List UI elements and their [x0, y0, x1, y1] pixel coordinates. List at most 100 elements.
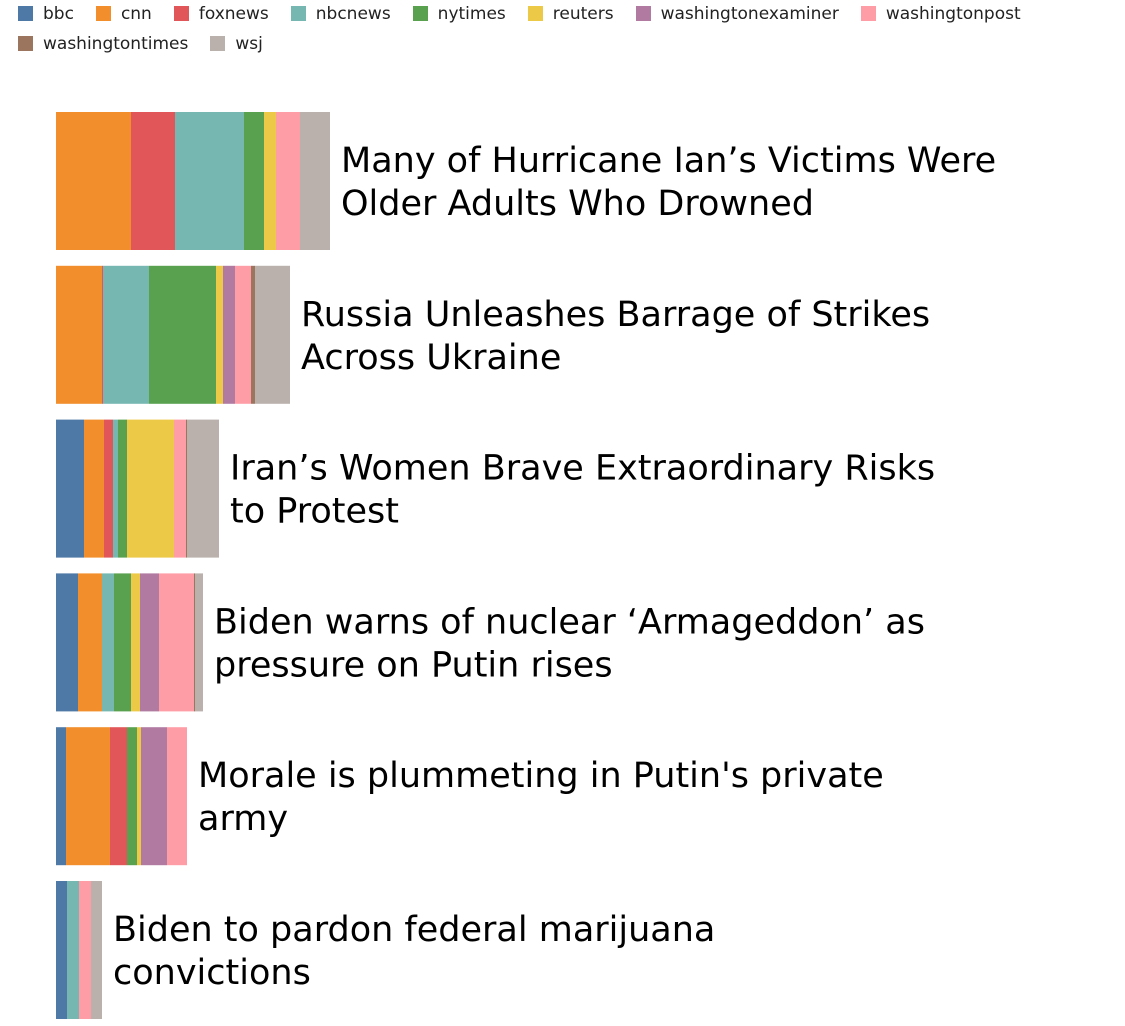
bar-segment-washingtontimes: [251, 265, 255, 404]
story-bar-group: Biden warns of nuclear ‘Armageddon’ as pr…: [56, 573, 925, 712]
legend-swatch-nytimes: [412, 6, 428, 21]
bar-segment-cnn: [56, 265, 102, 404]
legend-item-foxnews: foxnews: [173, 3, 269, 24]
bar-segment-cnn: [78, 573, 102, 712]
bar-segment-washingtontimes: [186, 419, 187, 558]
legend-item-nbcnews: nbcnews: [290, 3, 391, 24]
bar-segment-wsj: [255, 265, 290, 404]
legend-label-foxnews: foxnews: [198, 3, 269, 24]
legend-label-bbc: bbc: [43, 3, 74, 24]
legend-label-wsj: wsj: [235, 33, 263, 54]
bar-segment-reuters: [137, 727, 141, 866]
story-title-line: Iran’s Women Brave Extraordinary Risks: [230, 449, 935, 489]
legend-label-nbcnews: nbcnews: [315, 3, 391, 24]
bar-segment-bbc: [56, 573, 78, 712]
story-title-line: Biden warns of nuclear ‘Armageddon’ as: [214, 602, 925, 642]
legend-label-washingtontimes: washingtontimes: [43, 33, 189, 54]
bar-segment-bbc: [56, 881, 67, 1019]
legend-item-wsj: wsj: [210, 33, 263, 54]
bar-segment-foxnews: [110, 727, 127, 866]
legend-swatch-washingtontimes: [18, 36, 33, 51]
bar-segment-nbcnews: [175, 112, 244, 250]
bar-segment-wsj: [91, 881, 102, 1019]
legend-label-cnn: cnn: [120, 3, 152, 24]
story-title-line: convictions: [113, 953, 311, 993]
bar-segment-nytimes: [118, 419, 127, 558]
legend-item-bbc: bbc: [18, 3, 74, 24]
legend-swatch-bbc: [18, 6, 33, 21]
bar-segment-nytimes: [244, 112, 264, 250]
story-title: Russia Unleashes Barrage of Strikes Acros…: [301, 295, 930, 378]
story-title-line: to Protest: [230, 492, 399, 532]
story-bar-group: Biden to pardon federal marijuana convict…: [56, 881, 715, 1019]
legend-swatch-nbcnews: [290, 6, 306, 21]
story-title-line: pressure on Putin rises: [214, 645, 613, 685]
bar-segment-nytimes: [149, 265, 216, 404]
bar-segment-washingtonexaminer: [140, 573, 159, 712]
bar-segment-washingtonexaminer: [223, 265, 235, 404]
bar-segment-nbcnews: [103, 265, 149, 404]
story-title-line: Morale is plummeting in Putin's private: [198, 756, 884, 796]
legend-label-washingtonexaminer: washingtonexaminer: [660, 3, 839, 24]
bar-segment-reuters: [131, 573, 140, 712]
story-title: Biden to pardon federal marijuana convict…: [113, 910, 715, 993]
bar-segment-cnn: [84, 419, 104, 558]
bar-segment-nytimes: [127, 727, 137, 866]
bar-segment-reuters: [127, 419, 174, 558]
story-title-line: army: [198, 799, 288, 839]
bar-segment-reuters: [264, 112, 276, 250]
story-bar-group: Many of Hurricane Ian’s Victims Were Olde…: [56, 112, 996, 250]
story-title: Morale is plummeting in Putin's private a…: [198, 756, 884, 839]
bar-segment-wsj: [187, 419, 219, 558]
bar-segment-foxnews: [131, 112, 175, 250]
legend-item-cnn: cnn: [95, 3, 152, 24]
bar-segment-washingtonpost: [235, 265, 251, 404]
story-title-line: Across Ukraine: [301, 338, 561, 378]
legend-label-nytimes: nytimes: [437, 3, 506, 24]
legend-swatch-washingtonexaminer: [635, 6, 651, 21]
story-bar-group: Iran’s Women Brave Extraordinary Risks to…: [56, 419, 935, 558]
bar-segment-washingtonpost: [276, 112, 300, 250]
legend-swatch-wsj: [210, 36, 226, 51]
legend-item-washingtontimes: washingtontimes: [18, 33, 188, 54]
legend: bbc cnn foxnews nbcnews nytimes reuters washin…: [18, 3, 1108, 54]
legend-swatch-reuters: [527, 6, 543, 21]
story-title-line: Biden to pardon federal marijuana: [113, 910, 715, 950]
legend-swatch-cnn: [95, 6, 111, 21]
bar-segment-washingtontimes: [194, 573, 195, 712]
bar-segment-foxnews: [104, 419, 113, 558]
bar-segment-bbc: [56, 727, 66, 866]
legend-item-reuters: reuters: [527, 3, 614, 24]
story-title-line: Many of Hurricane Ian’s Victims Were: [341, 141, 996, 181]
story-title: Iran’s Women Brave Extraordinary Risks to…: [230, 449, 935, 532]
bar-segment-nbcnews: [102, 573, 114, 712]
story-title-line: Russia Unleashes Barrage of Strikes: [301, 295, 930, 335]
bar-segment-foxnews: [102, 265, 103, 404]
legend-label-washingtonpost: washingtonpost: [885, 3, 1021, 24]
legend-swatch-washingtonpost: [860, 6, 876, 21]
bar-segment-washingtonpost: [159, 573, 194, 712]
story-title-line: Older Adults Who Drowned: [341, 184, 814, 224]
bar-segment-nbcnews: [113, 419, 118, 558]
legend-item-washingtonexaminer: washingtonexaminer: [635, 3, 839, 24]
legend-label-reuters: reuters: [552, 3, 614, 24]
bar-segment-washingtonpost: [174, 419, 186, 558]
bar-segment-nbcnews: [67, 881, 79, 1019]
legend-item-washingtonpost: washingtonpost: [860, 3, 1021, 24]
bar-segment-cnn: [66, 727, 110, 866]
legend-swatch-foxnews: [173, 6, 189, 21]
bar-segment-nytimes: [114, 573, 131, 712]
story-bar-group: Morale is plummeting in Putin's private a…: [56, 727, 884, 866]
bar-segment-wsj: [300, 112, 330, 250]
bar-segment-washingtonpost: [167, 727, 187, 866]
bar-segment-wsj: [195, 573, 203, 712]
story-bar-group: Russia Unleashes Barrage of Strikes Acros…: [56, 265, 930, 404]
bar-segment-washingtonexaminer: [141, 727, 167, 866]
bar-segment-washingtonpost: [79, 881, 91, 1019]
bar-segment-reuters: [216, 265, 223, 404]
story-title: Many of Hurricane Ian’s Victims Were Olde…: [341, 141, 996, 224]
story-title: Biden warns of nuclear ‘Armageddon’ as pr…: [214, 602, 925, 685]
bar-segment-cnn: [56, 112, 131, 250]
bar-segment-bbc: [56, 419, 84, 558]
